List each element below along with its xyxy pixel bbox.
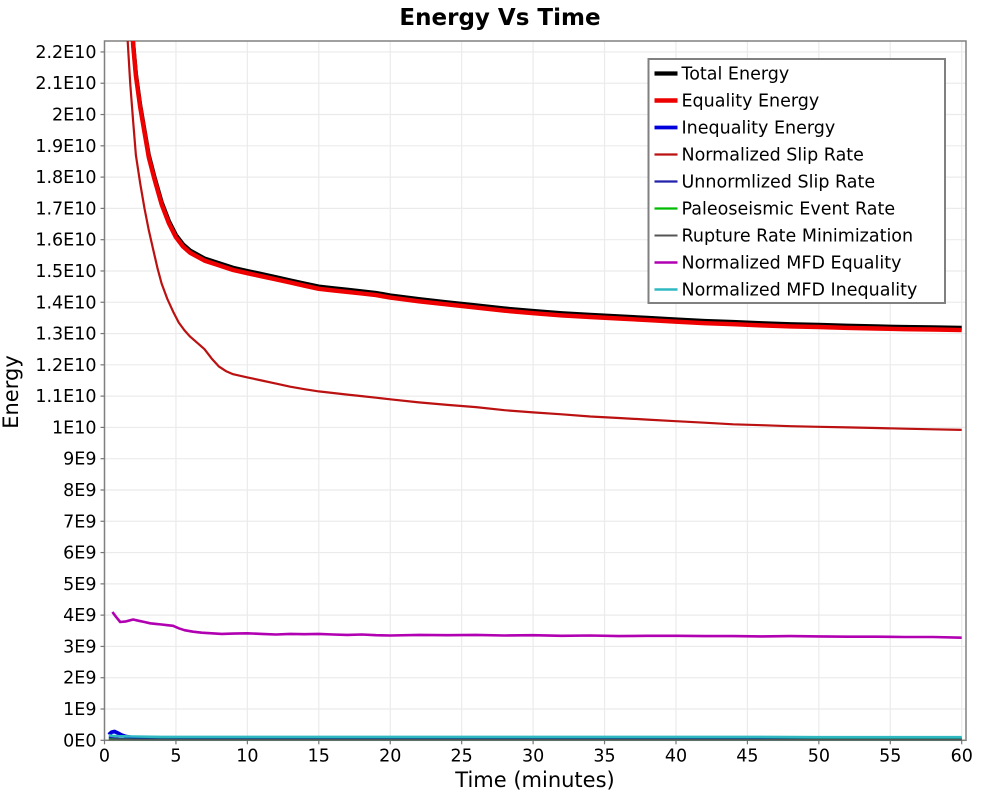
y-tick-label: 7E9 (63, 512, 96, 532)
x-tick-label: 20 (379, 746, 401, 766)
legend-label: Normalized MFD Inequality (682, 281, 918, 301)
y-tick-label: 2E9 (63, 669, 96, 689)
x-tick-label: 10 (236, 746, 258, 766)
y-tick-label: 0E0 (63, 731, 96, 751)
y-tick-label: 6E9 (63, 544, 96, 564)
legend-label: Rupture Rate Minimization (682, 227, 914, 247)
y-tick-label: 2E10 (52, 106, 96, 126)
series-layer (107, 41, 962, 741)
x-tick-label: 50 (808, 746, 830, 766)
legend-item: Normalized Slip Rate (654, 146, 864, 166)
legend-label: Paleoseismic Event Rate (682, 200, 896, 220)
legend-label: Total Energy (681, 65, 790, 85)
y-tick-label: 1.9E10 (35, 137, 96, 157)
y-tick-label: 2.1E10 (35, 74, 96, 94)
legend-label: Normalized Slip Rate (682, 146, 864, 166)
tick-layer: 0 5 10 15 20 25 30 35 40 45 50 55 60 0E0 1E9 2E9 3E9 4E9 5… (35, 43, 973, 766)
x-tick-label: 40 (665, 746, 687, 766)
legend-item: Unnormlized Slip Rate (654, 173, 876, 193)
x-tick-label: 55 (879, 746, 901, 766)
legend-item: Normalized MFD Equality (654, 254, 902, 274)
y-tick-label: 5E9 (63, 575, 96, 595)
legend-item: Rupture Rate Minimization (654, 227, 914, 247)
legend-item: Paleoseismic Event Rate (654, 200, 896, 220)
y-tick-label: 1.7E10 (35, 199, 96, 219)
y-axis-title: Energy (0, 355, 23, 429)
series-line-normalized-slip-rate (126, 41, 962, 431)
y-tick-label: 1.8E10 (35, 168, 96, 188)
y-tick-label: 1.4E10 (35, 293, 96, 313)
legend: Total Energy Equality Energy Inequality En… (647, 58, 946, 304)
y-tick-label: 1.5E10 (35, 262, 96, 282)
y-tick-label: 1.3E10 (35, 325, 96, 345)
y-tick-label: 1.6E10 (35, 231, 96, 251)
y-tick-label: 4E9 (63, 606, 96, 626)
legend-label: Normalized MFD Equality (682, 254, 902, 274)
y-tick-label: 1E10 (52, 418, 96, 438)
legend-item: Inequality Energy (654, 119, 836, 139)
y-tick-label: 1E9 (63, 700, 96, 720)
legend-label: Unnormlized Slip Rate (682, 173, 876, 193)
legend-item: Total Energy (654, 65, 790, 85)
legend-item: Equality Energy (654, 92, 820, 112)
y-tick-label: 8E9 (63, 481, 96, 501)
legend-label: Inequality Energy (682, 119, 836, 139)
legend-box (647, 58, 946, 304)
legend-item: Normalized MFD Inequality (654, 281, 918, 301)
series-line-equality-energy (130, 41, 962, 333)
legend-label: Equality Energy (682, 92, 820, 112)
y-tick-label: 9E9 (63, 450, 96, 470)
x-tick-label: 30 (522, 746, 544, 766)
x-tick-label: 35 (593, 746, 615, 766)
x-tick-label: 5 (170, 746, 181, 766)
x-tick-label: 60 (951, 746, 973, 766)
x-tick-label: 25 (451, 746, 473, 766)
y-tick-label: 1.2E10 (35, 356, 96, 376)
x-tick-label: 45 (736, 746, 758, 766)
x-tick-label: 0 (99, 746, 110, 766)
x-tick-label: 15 (308, 746, 330, 766)
y-tick-label: 2.2E10 (35, 43, 96, 63)
series-line-normalized-mfd-equality (111, 611, 962, 639)
chart-title: Energy Vs Time (399, 5, 600, 31)
y-tick-label: 3E9 (63, 637, 96, 657)
x-axis-title: Time (minutes) (454, 768, 614, 792)
series-line-normalized-mfd-inequality (108, 734, 962, 739)
y-tick-label: 1.1E10 (35, 387, 96, 407)
